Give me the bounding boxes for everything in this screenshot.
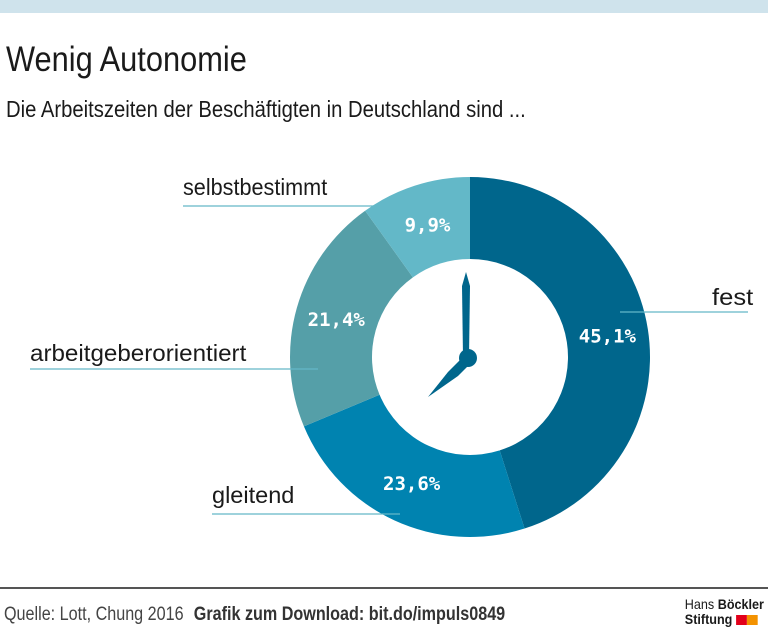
hour-hand	[428, 356, 472, 397]
chart-subtitle: Die Arbeitszeiten der Beschäftigten in D…	[6, 96, 526, 122]
category-label: arbeitgeberorientiert	[30, 340, 247, 366]
top-bar	[0, 0, 768, 13]
clock-icon	[428, 272, 477, 397]
value-label: 21,4%	[308, 309, 366, 331]
category-label: fest	[712, 284, 754, 310]
value-label: 9,9%	[405, 215, 451, 237]
hans-boeckler-logo: Hans Böckler Stiftung	[684, 596, 764, 627]
minute-hand	[462, 272, 470, 357]
download-link[interactable]: Grafik zum Download: bit.do/impuls0849	[193, 604, 506, 625]
footer-divider	[0, 587, 768, 589]
chart-title: Wenig Autonomie	[6, 40, 247, 79]
category-label: selbstbestimmt	[183, 174, 328, 200]
slice-selbstbestimmt	[365, 177, 470, 278]
donut-chart: 45,1% 23,6% 21,4% 9,9% fest gleitend arbeitge…	[30, 174, 754, 537]
source-note: Quelle: Lott, Chung 2016 Grafik zum Downl…	[4, 604, 505, 626]
source-text: Quelle: Lott, Chung 2016	[4, 604, 184, 625]
slice-gleitend	[303, 394, 525, 537]
category-label: gleitend	[212, 482, 294, 508]
slice-arbeitgeberorientiert	[289, 210, 413, 427]
clock-center	[459, 349, 477, 367]
slice-fest	[470, 177, 650, 529]
value-label: 45,1%	[579, 326, 637, 348]
value-label: 23,6%	[383, 473, 441, 495]
